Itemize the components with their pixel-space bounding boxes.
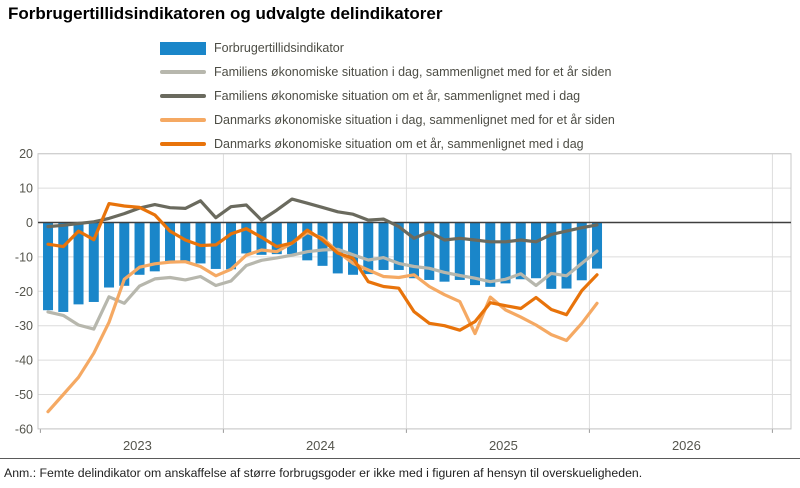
bar-2024-10 [363,222,374,275]
legend-item-danmarks-situation-om-et-aar: Danmarks økonomiske situation om et år, … [160,132,615,156]
bar-2024-09 [348,222,359,275]
bar-2025-10 [546,222,557,289]
page-title: Forbrugertillidsindikatoren og udvalgte … [8,4,443,23]
bar-2024-05 [287,222,298,255]
bar-2023-05 [104,222,115,288]
chart-legend: Forbrugertillidsindikator Familiens økon… [160,36,615,156]
legend-item-label: Danmarks økonomiske situation i dag, sam… [214,113,615,127]
bar-2023-04 [88,222,99,302]
bar-2025-06 [485,222,496,287]
line-series [46,230,599,414]
bar-2024-06 [302,222,313,261]
x-axis-year-label: 2025 [489,438,518,453]
bar-2023-07 [134,222,145,275]
legend-item-familiens-situation-om-et-aar: Familiens økonomiske situation om et år,… [160,84,615,108]
legend-item-forbrugertillidsindikator: Forbrugertillidsindikator [160,36,615,60]
bar-2024-02 [241,222,252,254]
bar-2025-08 [515,222,526,280]
x-axis-year-label: 2024 [306,438,335,453]
footer-divider [0,458,800,459]
bar-2025-12 [576,222,587,281]
legend-item-label: Danmarks økonomiske situation om et år, … [214,137,584,151]
y-axis-tick-label: -40 [15,354,33,368]
bar-2024-04 [271,222,282,255]
x-axis-year-label: 2026 [672,438,701,453]
line-series [46,202,599,332]
bar-2024-07 [317,222,328,266]
bar-2023-03 [73,222,84,305]
bar-2023-01 [43,222,54,311]
line-series [46,247,599,331]
legend-item-danmarks-situation-i-dag: Danmarks økonomiske situation i dag, sam… [160,108,615,132]
legend-line-swatch-icon [160,94,206,98]
bar-2025-03 [439,222,450,282]
legend-item-label: Familiens økonomiske situation om et år,… [214,89,581,103]
bar-2023-06 [119,222,130,286]
legend-item-familiens-situation-i-dag: Familiens økonomiske situation i dag, sa… [160,60,615,84]
plot-border [37,153,792,430]
y-axis-tick-label: 10 [19,182,33,196]
bar-2023-11 [195,222,206,264]
bar-2025-02 [424,222,435,280]
bar-2023-10 [180,222,191,262]
bar-2023-02 [58,222,69,312]
bar-2024-12 [393,222,404,270]
bar-2024-11 [378,222,389,270]
bar-2025-01 [409,222,420,279]
y-axis-tick-label: -10 [15,250,33,264]
y-axis-tick-label: -50 [15,388,33,402]
bar-2025-05 [470,222,481,286]
bar-2024-01 [226,222,237,270]
footnote: Anm.: Femte delindikator om anskaffelse … [4,466,643,480]
y-axis-tick-label: -30 [15,319,33,333]
legend-line-swatch-icon [160,70,206,74]
legend-line-swatch-icon [160,142,206,146]
bar-2023-08 [149,222,160,272]
legend-item-label: Forbrugertillidsindikator [214,41,344,55]
y-axis-tick-label: 0 [26,216,33,230]
bar-2026-01 [592,222,603,269]
x-axis-year-label: 2023 [123,438,152,453]
bar-2025-09 [531,222,542,279]
bar-2025-04 [454,222,465,280]
bar-2025-11 [561,222,572,289]
legend-bar-swatch-icon [160,41,206,55]
y-axis-tick-label: -20 [15,285,33,299]
y-axis-tick-label: 20 [19,147,33,161]
bar-2023-09 [165,222,176,263]
bar-2025-07 [500,222,511,284]
legend-line-swatch-icon [160,118,206,122]
y-axis-tick-label: -60 [15,422,33,436]
legend-item-label: Familiens økonomiske situation i dag, sa… [214,65,612,79]
